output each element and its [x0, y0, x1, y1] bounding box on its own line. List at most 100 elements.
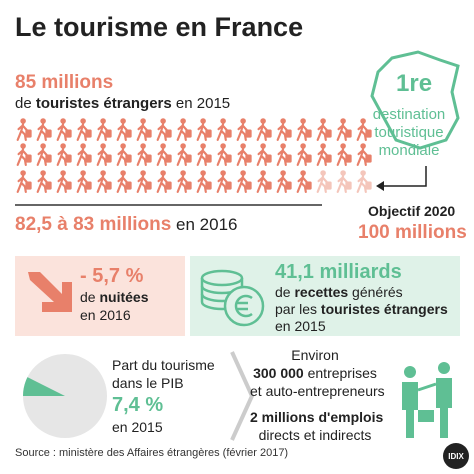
walker-icon — [96, 118, 113, 142]
source: Source : ministère des Affaires étrangèr… — [15, 447, 289, 459]
walker-icon — [136, 170, 153, 194]
nights-box — [15, 256, 185, 336]
walker-icon — [76, 143, 93, 167]
walker-icon — [196, 170, 213, 194]
walker-icon — [216, 143, 233, 167]
walker-icon — [176, 118, 193, 142]
people-icon — [402, 362, 452, 438]
down-arrow-icon — [28, 272, 72, 312]
walker-icon — [96, 170, 113, 194]
walker-icon — [36, 170, 53, 194]
walker-icon — [296, 143, 313, 167]
text: de — [275, 284, 295, 300]
walker-icon — [56, 170, 73, 194]
text: mondiale — [378, 142, 440, 159]
walker-icon — [276, 143, 293, 167]
text: recettes — [294, 284, 349, 300]
text: Part du tourisme — [112, 357, 215, 373]
walker-icon — [36, 143, 53, 167]
walker-icon — [156, 170, 173, 194]
text: 300 000 — [253, 365, 304, 381]
text: nuitées — [99, 289, 149, 305]
walker-icon — [316, 118, 333, 142]
walker-icon — [216, 170, 233, 194]
walker-icon — [236, 118, 253, 142]
text: par les — [275, 301, 321, 317]
france-map — [370, 50, 460, 150]
walker-icon — [176, 143, 193, 167]
text: en 2015 — [112, 419, 163, 435]
text: par les touristes étrangers — [275, 301, 448, 318]
walker-icon — [296, 170, 313, 194]
goal-label: Objectif 2020 — [368, 203, 456, 219]
chevron — [230, 351, 255, 441]
walker-icon — [256, 143, 273, 167]
walker-icon — [116, 118, 133, 142]
tourists-2015-figure: 85 millions — [15, 72, 114, 93]
walker-icon — [96, 143, 113, 167]
walker-icon — [36, 118, 53, 142]
text: 41,1 milliards — [275, 261, 402, 283]
text: de — [15, 95, 36, 112]
walker-icon — [216, 118, 233, 142]
text: 7,4 % — [112, 394, 164, 416]
text: entreprises — [303, 365, 377, 381]
text: touristes étrangers — [35, 95, 172, 112]
text: dans le PIB — [112, 375, 184, 391]
text: touristique — [374, 124, 444, 141]
rank: 1re — [396, 70, 433, 97]
walker-icon — [156, 143, 173, 167]
walker-icon — [56, 143, 73, 167]
text: 300 000 entreprises — [250, 364, 380, 382]
text: et auto-entrepreneurs — [250, 383, 385, 399]
walker-icon — [316, 143, 333, 167]
walker-icon — [236, 170, 253, 194]
walker-icon — [16, 170, 33, 194]
nights-text: - 5,7 % de nuitées en 2016 — [80, 264, 148, 324]
walkers — [16, 118, 373, 194]
walker-icon — [116, 143, 133, 167]
walker-icon — [116, 170, 133, 194]
walker-icon — [136, 118, 153, 142]
text: - 5,7 % — [80, 265, 144, 287]
logo: IDIX — [448, 452, 464, 461]
text: 82,5 à 83 millions — [15, 214, 172, 235]
walker-icon — [76, 118, 93, 142]
walker-icon — [316, 170, 333, 194]
walker-icon — [16, 118, 33, 142]
text: directs et indirects — [258, 427, 372, 443]
walker-icon — [76, 170, 93, 194]
walker-icon — [196, 118, 213, 142]
tourists-2016: 82,5 à 83 millions en 2016 — [15, 214, 238, 236]
logo-badge — [443, 443, 469, 469]
walker-icon — [256, 170, 273, 194]
text: de — [80, 289, 100, 305]
text: en 2015 — [171, 95, 231, 112]
text: de recettes générés — [275, 284, 448, 301]
text: en 2016 — [80, 307, 131, 323]
coins-icon — [200, 269, 265, 327]
arrow-line — [384, 166, 427, 187]
walker-icon — [16, 143, 33, 167]
walker-icon — [56, 118, 73, 142]
pie-slice — [23, 377, 65, 396]
walker-icon — [196, 143, 213, 167]
arrow-head — [376, 181, 384, 191]
walker-icon — [176, 170, 193, 194]
goal-figure: 100 millions — [358, 222, 467, 243]
walker-icon — [276, 170, 293, 194]
jobs-text: Environ 300 000 entreprises et auto-entr… — [250, 346, 385, 444]
walker-icon — [276, 118, 293, 142]
walker-icon — [356, 170, 373, 194]
walker-icon — [256, 118, 273, 142]
tourists-2015-caption: de touristes étrangers en 2015 — [15, 95, 230, 112]
revenue-text: 41,1 milliards de recettes générés par l… — [275, 260, 448, 335]
text: touristes étrangers — [320, 301, 448, 317]
text: générés — [348, 284, 403, 300]
walker-icon — [156, 118, 173, 142]
walker-icon — [296, 118, 313, 142]
text: 2 millions d'emplois — [250, 409, 384, 425]
walker-icon — [336, 170, 353, 194]
text: en 2015 — [275, 318, 326, 334]
